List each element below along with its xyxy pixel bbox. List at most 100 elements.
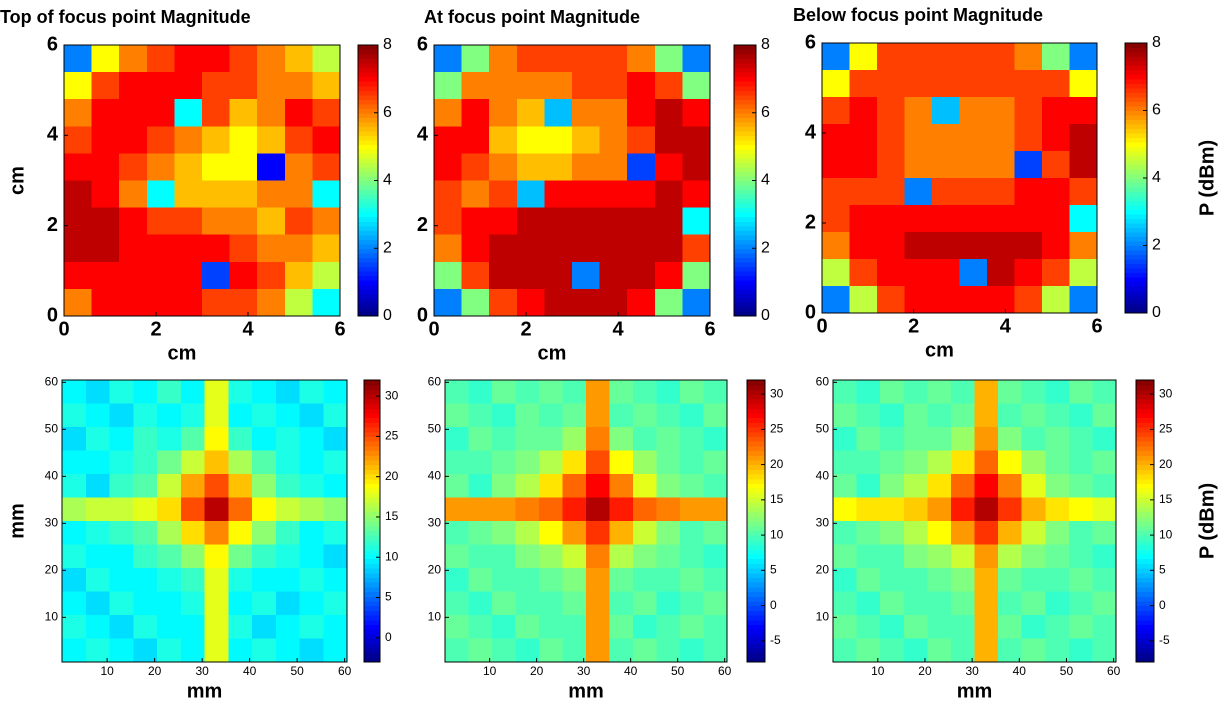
heat-cell [586,450,611,475]
x-tick-label: 60 [1107,664,1121,678]
heat-cell [323,591,348,616]
heat-cell [62,497,87,522]
colorbar-strip [364,516,380,522]
colorbar-strip [734,162,756,168]
heat-cell [987,205,1016,233]
heat-cell [987,43,1016,71]
heat-cell [1045,427,1070,452]
colorbar-strip [358,157,378,164]
y-tick-label: 4 [47,124,59,146]
heat-cell [633,474,658,499]
colorbar-strip [1136,389,1154,395]
heat-cell [682,180,711,209]
colorbar-strip [747,412,765,419]
colorbar-strip [364,380,380,386]
heat-cell [133,638,158,663]
heat-cell [64,45,93,73]
colorbar-strip [1125,74,1147,80]
heat-cell [586,403,611,428]
colorbar-strip [364,657,380,663]
heat-cell [654,207,683,236]
y-tick-label: 30 [45,516,59,530]
colorbar-tick-label: 10 [770,527,784,541]
heat-cell [877,259,906,287]
colorbar-tick-label: 20 [1159,457,1173,471]
colorbar-strip [364,417,380,423]
heat-cell [974,497,999,522]
colorbar-strip [747,464,765,470]
heat-cell [516,126,545,154]
heat-cell [1045,591,1070,616]
heat-cell [627,153,656,182]
heat-cell [204,521,229,546]
heat-cell [284,288,313,317]
heat-cell [562,403,587,428]
heat-cell [119,288,148,317]
colorbar-strip [734,103,756,109]
heat-cell [833,638,858,663]
heat-cell [974,521,999,546]
heat-cell [516,45,545,73]
colorbar-strip [1136,403,1154,409]
colorbar-strip [734,45,756,51]
heat-cell [489,207,518,236]
heat-cell [434,45,463,73]
heat-cell [998,403,1023,428]
x-tick-label: 60 [338,664,352,678]
heat-cell [1092,450,1117,475]
heat-cell [903,544,928,569]
heat-cell [133,521,158,546]
heat-cell [119,234,148,263]
colorbar-strip [1136,605,1154,611]
heat-cell [461,99,490,127]
heat-cell [586,521,611,546]
heat-cell [1092,615,1117,640]
colorbar-tick-label: 10 [385,549,399,563]
colorbar-strip [1136,455,1154,461]
colorbar-strip [1136,483,1154,489]
heat-cell [833,380,858,405]
heat-cell [174,288,203,317]
colorbar-strip [358,130,378,136]
heat-cell [927,638,952,663]
heat-cell [202,180,231,209]
colorbar-tick-label: 4 [383,172,392,189]
heat-cell [119,99,148,127]
heat-cell [284,153,313,182]
heat-cell [880,544,905,569]
colorbar-strip [1125,218,1147,224]
plot-frame [821,42,1098,314]
heat-cell [539,380,564,405]
heat-cell [202,99,231,127]
colorbar-tick-label: 2 [761,239,770,256]
heat-cell [609,403,634,428]
heat-cell [562,638,587,663]
y-tick-label: 40 [428,469,442,483]
colorbar-strip [358,225,378,231]
colorbar-strip [747,497,765,503]
colorbar-strip [747,600,765,607]
colorbar-strip [734,198,756,204]
heat-cell [998,591,1023,616]
heat-cell [586,544,611,569]
heat-cell [904,151,933,179]
colorbar-strip [358,135,378,141]
colorbar-strip [358,81,378,87]
heat-cell [539,544,564,569]
heat-cell [133,591,158,616]
heat-cell [229,45,258,73]
heat-cell [252,450,277,475]
colorbar-strip [1136,427,1154,433]
colorbar-strip [1125,79,1147,85]
heat-cell [64,72,93,100]
colorbar-strip [1125,92,1147,98]
colorbar-strip [364,398,380,405]
colorbar-strip [364,568,380,574]
colorbar-tick-label: 0 [770,598,777,612]
colorbar-strip [1125,254,1147,260]
heat-cell [822,178,851,206]
heat-cell [62,615,87,640]
heat-cell [539,450,564,475]
heat-cell [932,259,961,287]
colorbar-strip [358,94,378,100]
